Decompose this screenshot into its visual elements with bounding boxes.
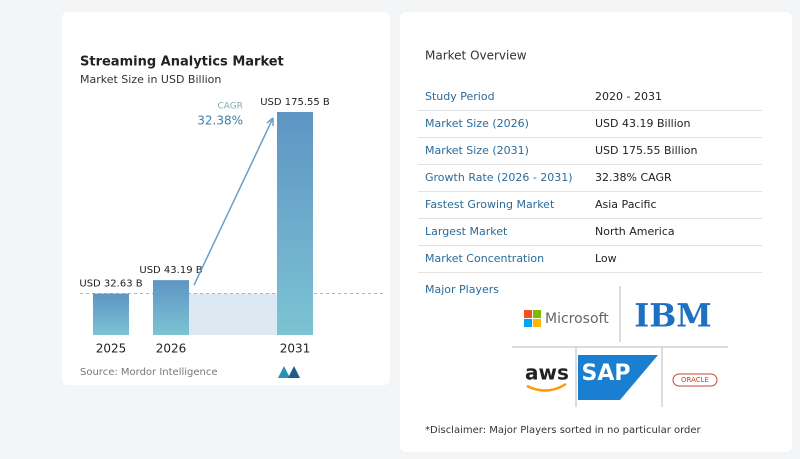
bar — [93, 293, 129, 335]
row-label: Market Size (2031) — [425, 144, 529, 157]
x-tick-label: 2025 — [96, 342, 127, 356]
bar — [153, 280, 189, 335]
disclaimer: *Disclaimer: Major Players sorted in no … — [425, 425, 702, 436]
microsoft-icon — [524, 310, 541, 327]
chart-subtitle: Market Size in USD Billion — [80, 73, 221, 86]
source-logo — [278, 366, 300, 378]
logo-grid — [512, 286, 728, 407]
cagr-value: 32.38% — [197, 114, 243, 128]
cagr-label: CAGR — [217, 102, 243, 112]
x-tick-label: 2026 — [156, 342, 187, 356]
row-value: 2020 - 2031 — [595, 90, 662, 103]
row-value: 32.38% CAGR — [595, 171, 672, 184]
value-label: USD 175.55 B — [260, 97, 330, 108]
players-title: Major Players — [425, 283, 499, 296]
logo-aws: aws — [525, 361, 569, 385]
cagr-arrow — [193, 117, 274, 286]
source: Source: Mordor Intelligence — [80, 367, 218, 378]
value-label: USD 43.19 B — [139, 265, 202, 276]
row-label: Fastest Growing Market — [425, 198, 555, 211]
logo-ibm: IBM — [634, 297, 711, 335]
overview-title: Market Overview — [425, 49, 527, 63]
row-value: Low — [595, 252, 617, 265]
row-value: USD 43.19 Billion — [595, 117, 690, 130]
row-label: Market Concentration — [425, 252, 544, 265]
cagr-arrow-head — [266, 117, 274, 127]
row-label: Study Period — [425, 90, 495, 103]
row-label: Largest Market — [425, 225, 508, 238]
x-tick-label: 2031 — [280, 342, 311, 356]
row-value: North America — [595, 225, 675, 238]
row-value: USD 175.55 Billion — [595, 144, 697, 157]
row-label: Market Size (2026) — [425, 117, 529, 130]
chart-title: Streaming Analytics Market — [80, 55, 284, 70]
row-label: Growth Rate (2026 - 2031) — [425, 171, 573, 184]
oracle-outline — [672, 373, 718, 387]
logo-sap: SAP — [582, 361, 631, 386]
value-label: USD 32.63 B — [79, 279, 142, 290]
overview-card — [400, 12, 792, 452]
sap-shape — [578, 355, 658, 400]
row-value: Asia Pacific — [595, 198, 657, 211]
aws-smile — [526, 382, 567, 392]
logo-oracle: ORACLE — [681, 376, 709, 384]
logo-microsoft: Microsoft — [545, 311, 609, 327]
growth-area — [189, 293, 277, 335]
bar — [277, 112, 313, 335]
